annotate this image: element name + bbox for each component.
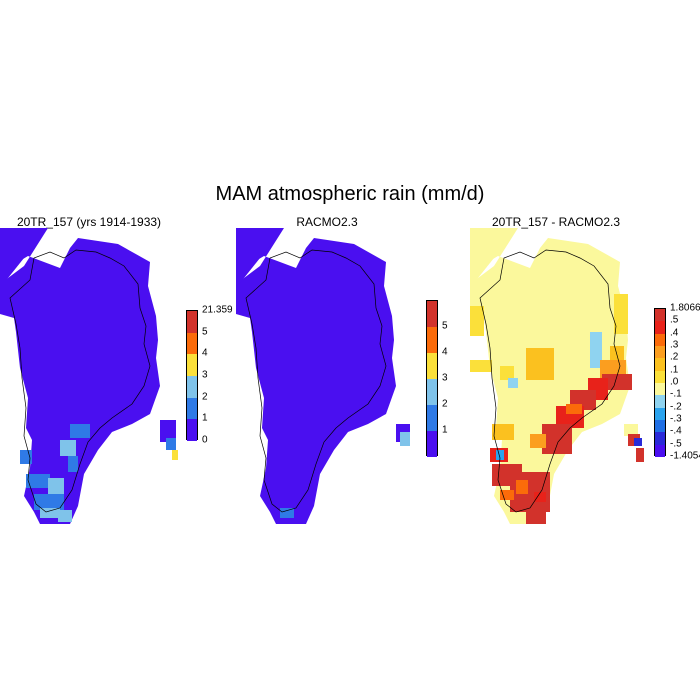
- colorbar-label: 4: [202, 347, 208, 359]
- colorbar-swatch: [427, 379, 437, 405]
- panel-1-colorbar-swatches: [186, 310, 198, 441]
- rain-cells-high: [20, 424, 90, 522]
- panel-3-colorbar-swatches: [654, 308, 666, 457]
- colorbar-label: -1.4054: [670, 450, 700, 462]
- colorbar-label: .5: [670, 314, 679, 326]
- colorbar-swatch: [655, 444, 665, 457]
- panel-2-title: RACMO2.3: [296, 215, 358, 229]
- colorbar-label: .3: [670, 339, 679, 351]
- panel-1-title: 20TR_157 (yrs 1914-1933): [16, 215, 162, 229]
- colorbar-label: .1: [670, 364, 679, 376]
- colorbar-label: -.2: [670, 401, 682, 413]
- colorbar-swatch: [427, 353, 437, 379]
- colorbar-label: 3: [202, 369, 208, 381]
- colorbar-label: 1: [202, 412, 208, 424]
- colorbar-swatch: [655, 370, 665, 383]
- colorbar-swatch: [187, 311, 197, 333]
- coastline: [479, 249, 621, 513]
- colorbar-swatch: [655, 309, 665, 322]
- colorbar-label: -.5: [670, 438, 682, 450]
- colorbar-swatch: [187, 397, 197, 420]
- panel-3-map: [470, 228, 644, 524]
- colorbar-label: 2: [442, 398, 448, 410]
- figure-title: MAM atmospheric rain (mm/d): [215, 183, 485, 205]
- iceland-fragment: [160, 420, 178, 460]
- iceland-fragment: [624, 424, 644, 462]
- colorbar-swatch: [655, 345, 665, 359]
- colorbar-label: -.1: [670, 388, 682, 400]
- colorbar-swatch: [187, 419, 197, 441]
- colorbar-label: 2: [202, 391, 208, 403]
- colorbar-swatch: [655, 419, 665, 433]
- greenland-landmass: [0, 228, 160, 524]
- anomaly-cells: [470, 294, 632, 524]
- colorbar-label: 0: [202, 434, 208, 446]
- colorbar-label: .0: [670, 376, 679, 388]
- colorbar-swatch: [655, 333, 665, 346]
- colorbar-label: .2: [670, 351, 679, 363]
- colorbar-swatch: [427, 405, 437, 431]
- colorbar-swatch: [655, 358, 665, 371]
- colorbar-label: 1.8066: [670, 302, 700, 314]
- colorbar-label: 4: [442, 346, 448, 358]
- colorbar-label: 3: [442, 372, 448, 384]
- greenland-landmass: [236, 228, 396, 524]
- rain-cells-high: [280, 508, 294, 518]
- colorbar-label: 21.359: [202, 304, 233, 316]
- colorbar-swatch: [427, 327, 437, 353]
- colorbar-label: .4: [670, 327, 679, 339]
- colorbar-label: -.3: [670, 413, 682, 425]
- colorbar-swatch: [655, 432, 665, 445]
- colorbar-label: 1: [442, 424, 448, 436]
- panel-1-map: [0, 228, 178, 524]
- colorbar-swatch: [427, 431, 437, 457]
- panel-3-title: 20TR_157 - RACMO2.3: [491, 215, 621, 229]
- colorbar-swatch: [655, 321, 665, 334]
- panel-2-colorbar-swatches: [426, 300, 438, 457]
- colorbar-label: 5: [442, 320, 448, 332]
- colorbar-swatch: [655, 395, 665, 408]
- colorbar-label: 5: [202, 326, 208, 338]
- colorbar-swatch: [655, 407, 665, 420]
- colorbar-swatch: [187, 332, 197, 355]
- iceland-fragment: [396, 424, 410, 446]
- colorbar-swatch: [427, 301, 437, 327]
- colorbar-swatch: [655, 382, 665, 396]
- colorbar-swatch: [187, 354, 197, 376]
- panel-2-map: [236, 228, 410, 524]
- coastline: [9, 249, 151, 513]
- colorbar-label: -.4: [670, 425, 682, 437]
- coastline: [245, 249, 387, 513]
- colorbar-swatch: [187, 375, 197, 398]
